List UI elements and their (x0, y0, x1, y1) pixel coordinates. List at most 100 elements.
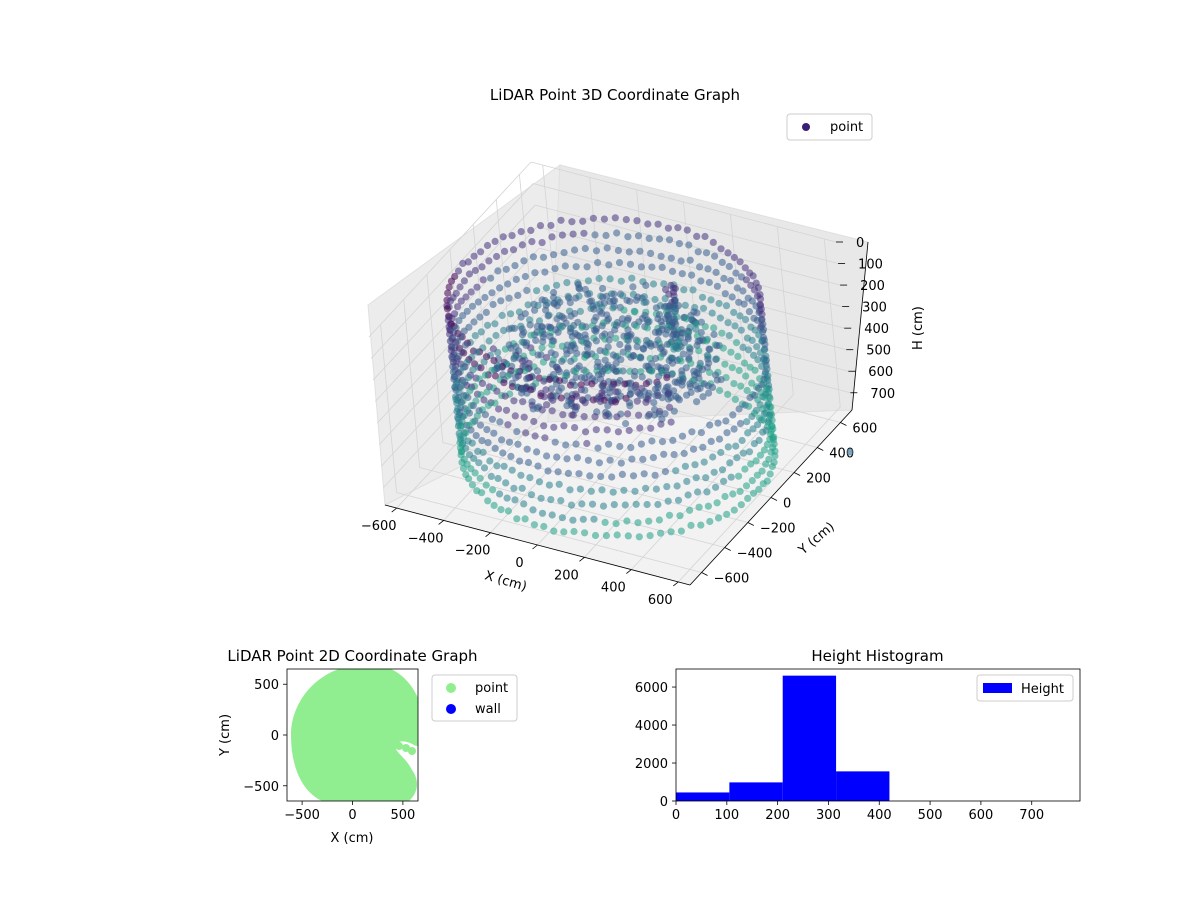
point-3d (639, 345, 648, 353)
point-3d (510, 397, 518, 405)
z-tick-label-3d: 0 (856, 236, 864, 251)
point-3d (491, 399, 499, 407)
point-3d (756, 349, 765, 357)
z-tick-label-3d: 300 (862, 301, 887, 316)
point-3d (612, 388, 620, 396)
point-3d (507, 452, 515, 460)
point-3d (708, 309, 716, 317)
point-3d (748, 477, 756, 485)
point-3d (523, 286, 531, 295)
point-3d (569, 516, 577, 524)
y-tick-3d (840, 422, 847, 426)
point-3d (667, 528, 675, 536)
point-3d (547, 496, 555, 504)
point-3d (710, 330, 718, 339)
point-3d (519, 398, 527, 406)
point-3d (591, 231, 599, 239)
point-3d (709, 453, 717, 461)
point-3d (591, 413, 599, 421)
point-3d (544, 467, 552, 475)
point-3d (715, 299, 723, 308)
legend-3d-box (786, 113, 873, 141)
point-3d (718, 466, 727, 474)
point-3d (571, 368, 580, 376)
point-3d (663, 483, 671, 491)
point-3d (545, 481, 554, 489)
point-3d (660, 280, 668, 288)
point-3d (637, 263, 646, 271)
point-3d (733, 284, 741, 292)
point-3d (722, 417, 730, 425)
point-3d (667, 418, 675, 426)
point-3d (560, 249, 568, 257)
point-3d (673, 482, 681, 490)
point-3d (548, 511, 556, 519)
point-3d (692, 325, 700, 333)
point-3d (627, 353, 635, 361)
point-3d (694, 385, 702, 393)
point-3d (741, 264, 749, 272)
point-3d (524, 301, 532, 309)
point-3d (755, 485, 763, 493)
point-3d (471, 332, 479, 340)
point-3d (521, 515, 529, 523)
point-3d (594, 444, 602, 452)
point-3d (642, 398, 650, 406)
grid-y-floor (396, 492, 702, 573)
point-3d (681, 301, 689, 309)
point-3d (654, 500, 662, 509)
point-3d (508, 466, 516, 474)
point-3d (624, 410, 632, 418)
point-3d (679, 350, 687, 358)
y-tick-label-3d: 200 (806, 472, 831, 487)
point-3d (704, 502, 713, 510)
y-tick-label-3d: 0 (783, 497, 791, 512)
point-3d (563, 350, 571, 358)
point-3d (514, 291, 522, 299)
point-3d (493, 462, 501, 470)
point-3d (606, 456, 614, 464)
x-tick-3d (626, 569, 632, 574)
chart3d-title: LiDAR Point 3D Coordinate Graph (489, 86, 741, 104)
point-3d (732, 269, 740, 277)
point-3d (631, 308, 639, 316)
point-3d (737, 501, 745, 509)
point-3d (657, 529, 665, 537)
point-3d (504, 421, 512, 429)
point-3d (526, 474, 534, 482)
point-3d (569, 230, 577, 238)
grid-x-back (776, 226, 794, 395)
point-3d (595, 274, 603, 283)
point-3d (771, 452, 779, 460)
point-3d (496, 490, 504, 498)
point-3d (686, 383, 694, 391)
point-3d (498, 311, 506, 320)
point-3d (500, 462, 508, 470)
point-3d (520, 257, 528, 265)
point-3d (633, 343, 641, 351)
point-3d (504, 507, 512, 515)
point-3d (596, 397, 605, 406)
point-3d (632, 322, 641, 330)
y-axis-label-3d: Y (cm) (795, 520, 838, 559)
point-3d (749, 272, 757, 280)
point-3d (527, 226, 535, 234)
point-3d (478, 489, 486, 497)
point-3d (631, 487, 639, 495)
point-3d (678, 270, 686, 278)
point-3d (597, 472, 605, 481)
point-3d (567, 357, 575, 365)
point-3d (647, 367, 656, 375)
point-3d (562, 441, 570, 449)
point-3d (501, 247, 509, 255)
point-3d (581, 353, 589, 361)
point-3d (694, 248, 702, 256)
point-3d (555, 368, 564, 376)
point-3d (686, 348, 694, 356)
point-3d (481, 293, 489, 302)
point-3d (572, 294, 580, 302)
point-3d (479, 448, 487, 456)
point-3d (469, 402, 477, 410)
point-3d (485, 257, 493, 265)
point-3d (534, 462, 542, 470)
